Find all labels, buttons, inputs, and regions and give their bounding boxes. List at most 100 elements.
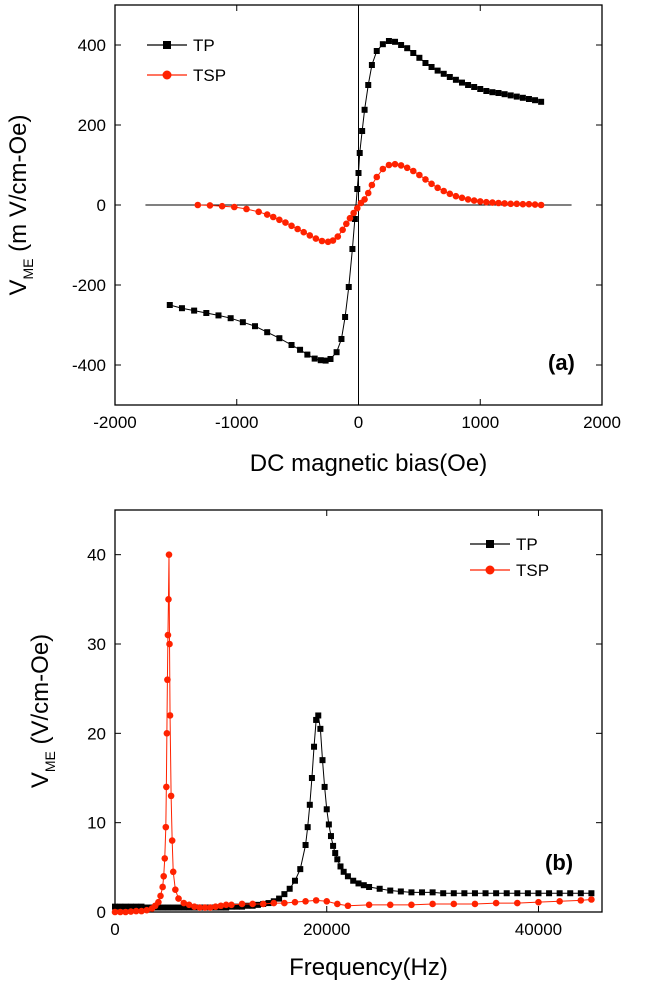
plot-frame xyxy=(114,509,603,913)
data-point xyxy=(330,842,337,849)
legend-marker xyxy=(162,70,172,80)
data-point xyxy=(175,895,182,902)
data-point xyxy=(408,889,415,896)
data-point xyxy=(249,900,256,908)
data-point xyxy=(168,837,176,844)
data-point xyxy=(263,211,271,218)
data-point xyxy=(446,74,453,80)
data-point xyxy=(342,314,349,320)
y-tick-label: 200 xyxy=(78,116,106,135)
x-axis-label: Frequency(Hz) xyxy=(289,954,448,981)
x-axis-label: DC magnetic bias(Oe) xyxy=(250,450,487,477)
data-point xyxy=(218,202,226,210)
y-tick-label: 30 xyxy=(87,635,106,654)
data-point xyxy=(297,346,304,353)
data-point xyxy=(368,62,375,68)
data-point xyxy=(416,54,423,61)
data-point xyxy=(203,310,210,316)
data-point xyxy=(359,128,366,134)
data-point xyxy=(233,903,240,910)
data-point xyxy=(300,228,308,236)
data-point xyxy=(350,209,357,217)
data-point xyxy=(360,882,367,889)
data-point xyxy=(477,86,484,92)
y-axis-label: VME (V/cm-Oe) xyxy=(27,634,58,788)
data-point xyxy=(482,890,489,897)
y-tick-label: 0 xyxy=(97,903,106,922)
data-point xyxy=(276,895,283,902)
data-point xyxy=(483,88,490,94)
data-point xyxy=(327,356,334,362)
data-point xyxy=(162,823,170,831)
data-point xyxy=(313,716,320,723)
data-point xyxy=(588,896,595,903)
data-point xyxy=(322,357,329,364)
data-point xyxy=(461,890,468,897)
data-point xyxy=(366,883,373,890)
data-point xyxy=(311,743,318,750)
data-point xyxy=(117,903,124,910)
data-point xyxy=(122,903,129,910)
legend-label: TP xyxy=(193,36,215,55)
data-point xyxy=(159,904,166,911)
data-point xyxy=(163,783,170,791)
data-point xyxy=(483,198,490,206)
series-tsp xyxy=(111,551,595,916)
data-point xyxy=(334,856,341,863)
data-point xyxy=(344,873,351,880)
data-point xyxy=(577,897,585,904)
data-point xyxy=(501,91,508,98)
legend-label: TSP xyxy=(193,66,226,85)
data-point xyxy=(157,892,164,900)
data-point xyxy=(458,194,466,202)
data-point xyxy=(495,90,502,96)
data-point xyxy=(428,64,435,70)
x-tick-label: 0 xyxy=(354,413,363,432)
data-point xyxy=(379,165,387,173)
data-point xyxy=(308,775,315,781)
data-point xyxy=(206,202,214,209)
data-point xyxy=(524,890,531,897)
data-point xyxy=(385,38,392,44)
data-point xyxy=(464,196,472,203)
data-point xyxy=(368,181,376,189)
data-point xyxy=(306,801,313,808)
data-point xyxy=(132,907,140,915)
data-point xyxy=(373,48,380,54)
data-point xyxy=(379,41,386,48)
data-point xyxy=(525,200,533,208)
data-point xyxy=(288,342,295,348)
data-point xyxy=(365,82,372,88)
data-point xyxy=(228,901,235,909)
data-point xyxy=(282,219,289,226)
data-point xyxy=(155,898,162,906)
data-point xyxy=(531,201,539,208)
chart-panel-b: 0 20000 40000 0 10 20 30 40 Frequency(Hz) VME (V/… xyxy=(27,509,603,981)
data-point xyxy=(252,323,259,330)
data-point xyxy=(191,903,198,910)
data-point xyxy=(166,640,173,648)
data-point xyxy=(180,904,187,911)
data-point xyxy=(239,319,246,326)
data-point xyxy=(410,50,417,56)
data-point xyxy=(489,199,496,206)
data-point xyxy=(446,190,454,198)
data-point xyxy=(398,42,405,48)
data-point xyxy=(222,901,230,909)
data-point xyxy=(178,305,185,312)
data-point xyxy=(206,904,214,911)
data-point xyxy=(343,220,350,228)
data-point xyxy=(185,901,193,909)
data-point xyxy=(513,93,520,100)
data-point xyxy=(429,889,436,896)
data-point xyxy=(495,199,502,207)
data-point xyxy=(416,171,423,179)
data-point xyxy=(391,160,399,168)
data-point xyxy=(329,237,337,244)
data-point xyxy=(387,887,394,894)
data-point xyxy=(397,888,404,895)
data-point xyxy=(376,885,383,892)
data-point xyxy=(302,842,309,848)
data-point xyxy=(312,897,320,904)
